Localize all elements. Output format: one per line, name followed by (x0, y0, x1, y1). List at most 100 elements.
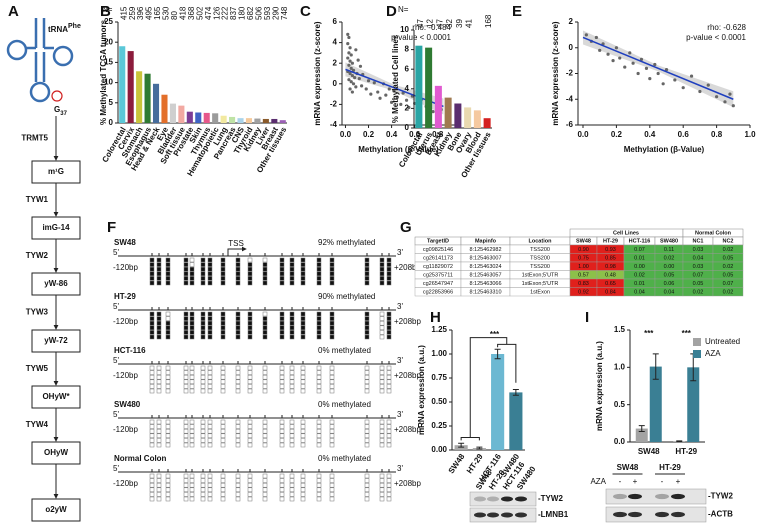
enzyme-label: TRMT5 (21, 134, 48, 143)
cpg-site (262, 442, 268, 448)
cpg-site (183, 311, 189, 317)
sample-name: SW480 (114, 400, 141, 409)
data-point (351, 68, 356, 73)
cpg-site (235, 379, 241, 385)
bar (687, 367, 700, 442)
cpg-site (329, 330, 335, 335)
data-point (389, 100, 394, 104)
cpg-site (316, 473, 322, 479)
cpg-site (165, 442, 171, 448)
cpg-site (156, 438, 162, 443)
cpg-site (149, 334, 155, 340)
cpg-site (262, 487, 268, 493)
cpg-site (220, 482, 226, 488)
trna-name: tRNA (48, 25, 68, 34)
cpg-site (200, 473, 206, 479)
data-point (354, 48, 358, 52)
cpg-site (329, 276, 335, 281)
cpg-site (379, 478, 385, 483)
cpg-site (207, 438, 213, 443)
cpg-site (247, 280, 253, 286)
cpg-site (200, 442, 206, 448)
x-tick-label: 0.6 (409, 130, 421, 139)
end-label: +208bp (394, 425, 421, 434)
panel-label: A (8, 3, 19, 20)
trend-line (582, 36, 734, 100)
x-tick-label: 0.4 (386, 130, 398, 139)
n-label: 32 (445, 19, 454, 28)
cpg-site (189, 276, 195, 281)
bar (491, 354, 505, 450)
cpg-site (235, 442, 241, 448)
end-label: +208bp (394, 371, 421, 380)
table-value: 0.05 (723, 255, 734, 261)
n-label: 165 (153, 6, 162, 20)
g-name: G (54, 105, 60, 114)
cpg-site (247, 384, 253, 389)
data-point (348, 59, 352, 63)
cpg-site (262, 334, 268, 340)
cpg-site (262, 384, 268, 389)
cpg-site (149, 316, 155, 321)
cpg-site (189, 262, 195, 267)
cpg-site (247, 419, 253, 425)
bar (178, 105, 185, 123)
cpg-site (165, 280, 171, 286)
cpg-site (149, 262, 155, 267)
cpg-site (207, 257, 213, 263)
cpg-site (200, 496, 206, 502)
cpg-site (262, 320, 268, 326)
cpg-site (156, 419, 162, 425)
start-label: -120bp (113, 317, 138, 326)
blot-band (628, 511, 642, 518)
enzyme-label: TYW5 (26, 364, 49, 373)
data-point (350, 90, 354, 94)
treatment-sign: + (676, 477, 681, 486)
table-value: 0.65 (605, 281, 616, 287)
cpg-site (156, 482, 162, 488)
cpg-site (386, 334, 392, 340)
error-bar (652, 353, 659, 380)
data-point (358, 64, 363, 68)
cpg-site (220, 433, 226, 439)
cpg-site (262, 433, 268, 439)
n-label: 12 (426, 19, 435, 28)
cpg-site (364, 316, 370, 321)
table-value: 0.07 (723, 281, 734, 287)
table-value: 8:125462982 (469, 247, 501, 253)
cpg-site (364, 276, 370, 281)
cpg-site (300, 492, 306, 497)
cpg-site (364, 433, 370, 439)
cpg-site (207, 419, 213, 425)
table-value: TSS200 (530, 255, 550, 261)
table-value: 0.07 (693, 272, 704, 278)
table-value: cg09825146 (423, 247, 453, 253)
cpg-site (379, 384, 385, 389)
bar (136, 71, 143, 123)
cpg-site (189, 334, 195, 340)
cpg-site (329, 334, 335, 340)
cpg-site (149, 325, 155, 331)
cpg-site (386, 320, 392, 326)
cpg-site (247, 374, 253, 380)
cpg-site (149, 266, 155, 272)
cpg-site (316, 320, 322, 326)
cpg-site (300, 379, 306, 385)
cpg-site (289, 384, 295, 389)
cpg-site (386, 428, 392, 434)
y-tick-label: -4 (566, 94, 574, 103)
blot-band (655, 493, 669, 500)
cpg-site (329, 388, 335, 394)
data-point (360, 84, 364, 88)
cpg-site (262, 428, 268, 434)
cpg-site (364, 271, 370, 277)
cpg-site (165, 266, 171, 272)
cpg-site (364, 384, 370, 389)
table-value: 0.00 (634, 264, 645, 270)
cpg-site (262, 365, 268, 371)
cpg-site (316, 379, 322, 385)
cpg-site (247, 473, 253, 479)
cpg-site (329, 487, 335, 493)
cpg-site (165, 316, 171, 321)
three-prime: 3' (397, 248, 403, 257)
